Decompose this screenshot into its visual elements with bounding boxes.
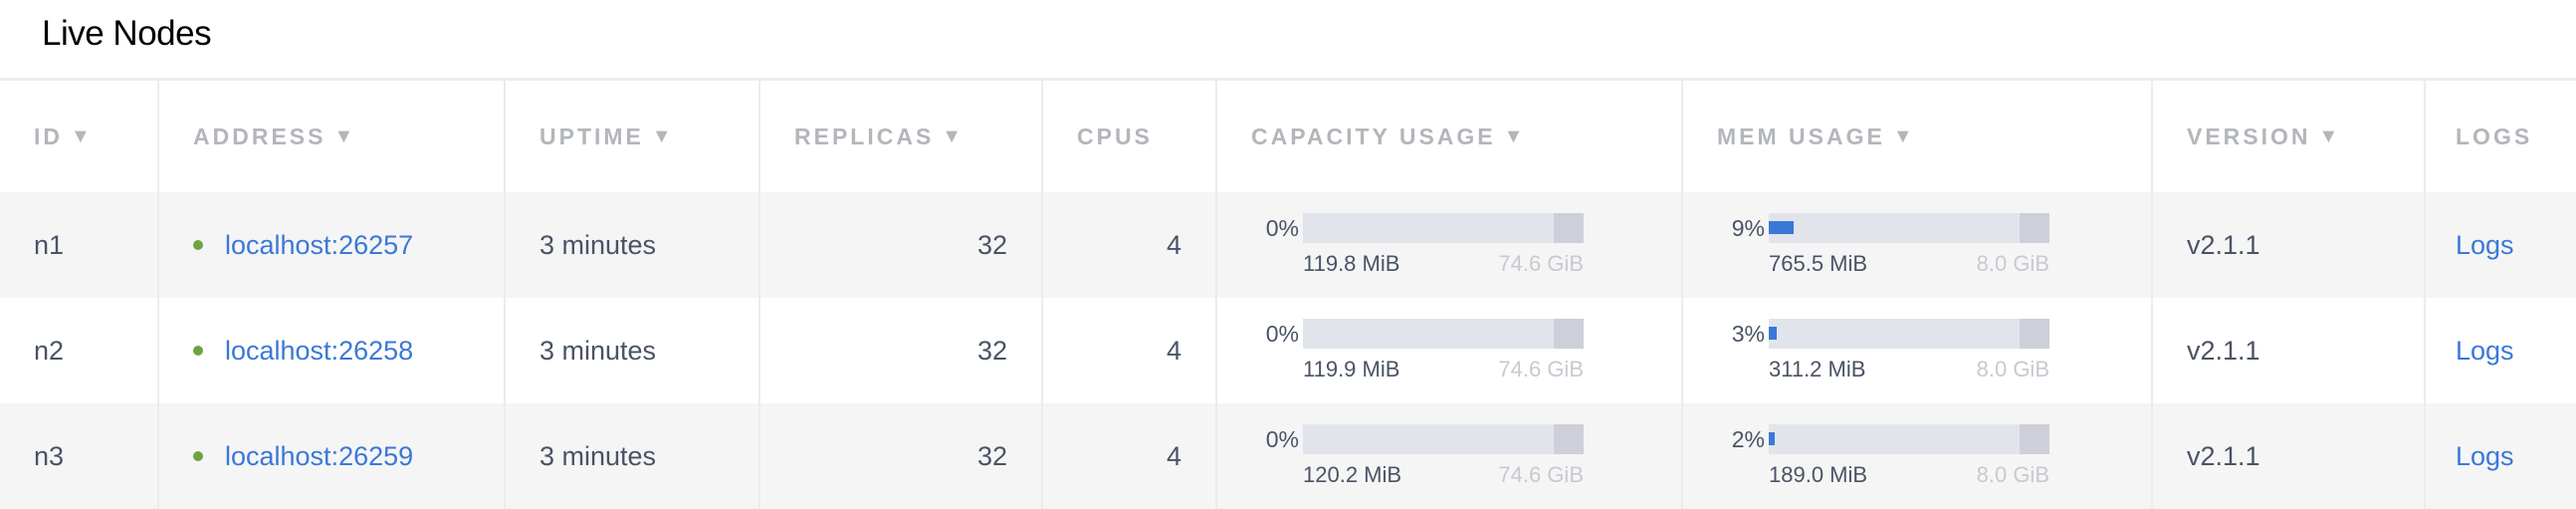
- capacity-usage: 0% 120.2 MiB 74.6 GiB: [1251, 424, 1584, 488]
- capacity-usage: 0% 119.8 MiB 74.6 GiB: [1251, 213, 1584, 277]
- usage-bar: [1303, 424, 1584, 454]
- usage-bar: [1303, 213, 1584, 243]
- node-replicas: 32: [976, 335, 1007, 366]
- column-header-address[interactable]: ADDRESS ▼: [159, 81, 506, 192]
- node-cpus: 4: [1166, 440, 1181, 471]
- node-cpus: 4: [1166, 335, 1181, 366]
- node-uptime: 3 minutes: [539, 229, 657, 260]
- usage-used: 765.5 MiB: [1769, 251, 1868, 276]
- node-cpus: 4: [1166, 229, 1181, 260]
- nodes-table: ID ▼ ADDRESS ▼ UPTIME ▼ REPLICAS ▼ CPUS CAPACITY …: [0, 78, 2576, 509]
- memory-usage: 3% 311.2 MiB 8.0 GiB: [1717, 319, 2049, 382]
- usage-total: 74.6 GiB: [1498, 251, 1584, 276]
- node-uptime: 3 minutes: [539, 440, 657, 471]
- usage-bar: [1769, 319, 2049, 349]
- node-version: v2.1.1: [2187, 335, 2260, 366]
- usage-bar-reserved: [1554, 213, 1584, 243]
- usage-percent: 2%: [1731, 426, 1765, 452]
- usage-total: 8.0 GiB: [1976, 462, 2049, 487]
- table-row: n3 localhost:26259 3 minutes 32 4 0% 120…: [0, 403, 2576, 509]
- node-replicas: 32: [976, 440, 1007, 471]
- node-replicas: 32: [976, 229, 1007, 260]
- column-header-capacity-usage[interactable]: CAPACITY USAGE ▼: [1217, 81, 1683, 192]
- column-header-label: ID: [34, 123, 63, 149]
- usage-total: 8.0 GiB: [1976, 251, 2049, 276]
- column-header-logs: LOGS: [2426, 81, 2576, 192]
- column-header-replicas[interactable]: REPLICAS ▼: [760, 81, 1043, 192]
- node-version: v2.1.1: [2187, 440, 2260, 471]
- usage-bar-reserved: [2020, 319, 2049, 349]
- sort-arrow-icon[interactable]: ▼: [942, 125, 966, 147]
- logs-link[interactable]: Logs: [2456, 229, 2514, 260]
- sort-arrow-icon[interactable]: ▼: [333, 125, 357, 147]
- node-address-link[interactable]: localhost:26258: [225, 335, 414, 366]
- usage-bar: [1769, 213, 2049, 243]
- usage-percent: 9%: [1731, 215, 1765, 241]
- usage-percent: 0%: [1265, 215, 1299, 241]
- column-header-cpus: CPUS: [1043, 81, 1217, 192]
- usage-bar-fill: [1769, 432, 1775, 445]
- usage-bar-reserved: [1554, 319, 1584, 349]
- usage-bar-fill: [1769, 221, 1795, 234]
- column-header-label: CPUS: [1077, 123, 1153, 149]
- memory-usage: 2% 189.0 MiB 8.0 GiB: [1717, 424, 2049, 488]
- column-header-version[interactable]: VERSION ▼: [2153, 81, 2426, 192]
- status-live-icon: [193, 240, 203, 250]
- column-header-label: CAPACITY USAGE: [1251, 123, 1496, 149]
- usage-bar-reserved: [2020, 213, 2049, 243]
- node-id: n3: [34, 440, 65, 471]
- column-header-label: UPTIME: [539, 123, 644, 149]
- usage-total: 74.6 GiB: [1498, 462, 1584, 487]
- sort-arrow-icon[interactable]: ▼: [1892, 125, 1916, 147]
- column-header-label: VERSION: [2187, 123, 2311, 149]
- usage-bar-reserved: [1554, 424, 1584, 454]
- column-header-label: REPLICAS: [794, 123, 935, 149]
- usage-total: 74.6 GiB: [1498, 357, 1584, 382]
- column-header-label: LOGS: [2456, 123, 2533, 149]
- usage-used: 311.2 MiB: [1769, 357, 1866, 382]
- sort-arrow-icon[interactable]: ▼: [651, 125, 675, 147]
- column-header-label: ADDRESS: [193, 123, 326, 149]
- column-header-id[interactable]: ID ▼: [0, 81, 159, 192]
- column-header-uptime[interactable]: UPTIME ▼: [506, 81, 760, 192]
- usage-percent: 0%: [1265, 321, 1299, 347]
- node-id: n2: [34, 335, 65, 366]
- status-live-icon: [193, 346, 203, 356]
- status-live-icon: [193, 451, 203, 461]
- usage-bar-fill: [1769, 327, 1778, 340]
- usage-bar: [1303, 319, 1584, 349]
- table-header: ID ▼ ADDRESS ▼ UPTIME ▼ REPLICAS ▼ CPUS CAPACITY …: [0, 81, 2576, 192]
- usage-bar-reserved: [2020, 424, 2049, 454]
- usage-used: 119.9 MiB: [1303, 357, 1400, 382]
- table-row: n1 localhost:26257 3 minutes 32 4 0% 119…: [0, 192, 2576, 298]
- page-title: Live Nodes: [42, 14, 212, 53]
- column-header-mem-usage[interactable]: MEM USAGE ▼: [1683, 81, 2153, 192]
- node-address-link[interactable]: localhost:26257: [225, 229, 414, 260]
- sort-arrow-icon[interactable]: ▼: [71, 125, 94, 147]
- usage-percent: 0%: [1265, 426, 1299, 452]
- capacity-usage: 0% 119.9 MiB 74.6 GiB: [1251, 319, 1584, 382]
- node-version: v2.1.1: [2187, 229, 2260, 260]
- node-address-link[interactable]: localhost:26259: [225, 440, 414, 471]
- usage-used: 189.0 MiB: [1769, 462, 1868, 487]
- sort-arrow-icon[interactable]: ▼: [2318, 125, 2342, 147]
- usage-bar: [1769, 424, 2049, 454]
- logs-link[interactable]: Logs: [2456, 335, 2514, 366]
- column-header-label: MEM USAGE: [1717, 123, 1885, 149]
- logs-link[interactable]: Logs: [2456, 440, 2514, 471]
- usage-total: 8.0 GiB: [1976, 357, 2049, 382]
- usage-used: 120.2 MiB: [1303, 462, 1402, 487]
- sort-arrow-icon[interactable]: ▼: [1503, 125, 1527, 147]
- usage-percent: 3%: [1731, 321, 1765, 347]
- node-id: n1: [34, 229, 65, 260]
- node-uptime: 3 minutes: [539, 335, 657, 366]
- table-row: n2 localhost:26258 3 minutes 32 4 0% 119…: [0, 298, 2576, 403]
- memory-usage: 9% 765.5 MiB 8.0 GiB: [1717, 213, 2049, 277]
- usage-used: 119.8 MiB: [1303, 251, 1400, 276]
